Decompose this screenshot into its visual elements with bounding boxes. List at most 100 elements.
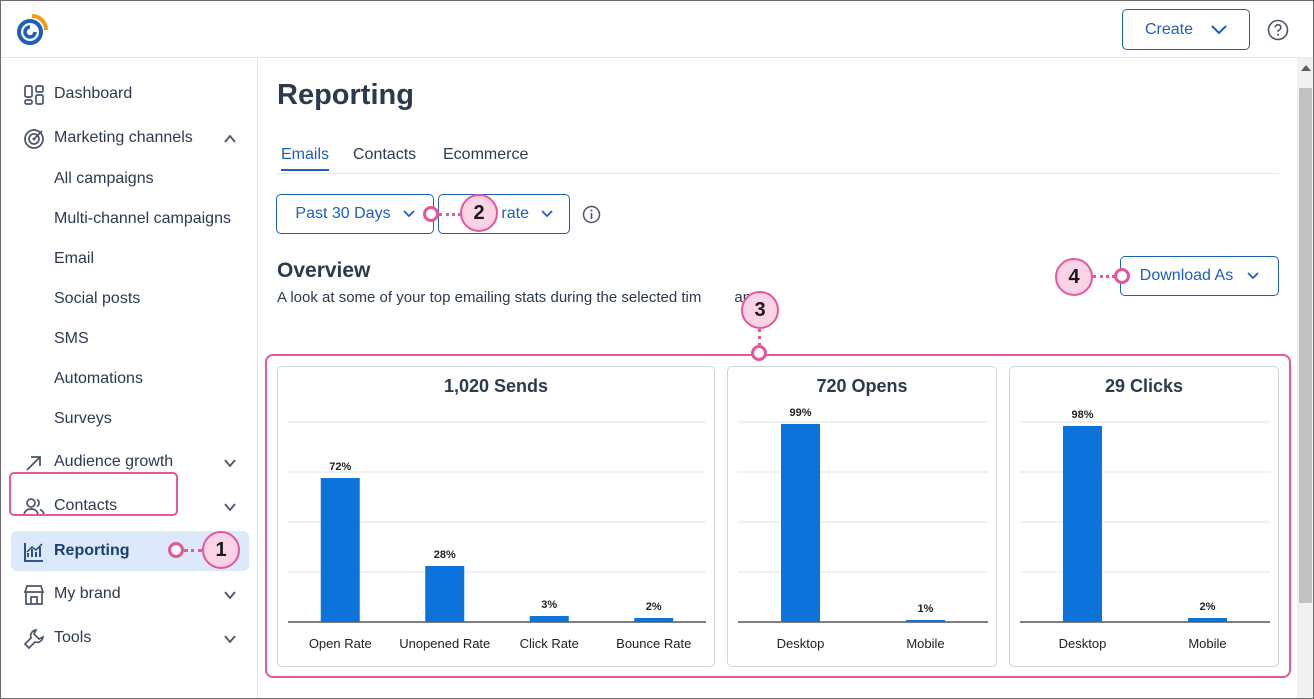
create-button-label: Create (1144, 20, 1194, 38)
chevron-down-icon (224, 591, 236, 600)
tab-contacts[interactable]: Contacts (353, 146, 417, 163)
info-icon[interactable] (582, 205, 601, 224)
category-label: Mobile (1188, 636, 1226, 651)
charts-highlight-outline (265, 354, 1291, 678)
data-label: 98% (1071, 409, 1093, 421)
callout-4-connector (1093, 275, 1115, 278)
bar-desktop[interactable] (781, 424, 820, 622)
tab-emails[interactable]: Emails (281, 146, 330, 171)
create-button[interactable]: Create (1122, 9, 1250, 50)
bar-open-rate[interactable] (320, 478, 360, 622)
download-as-label: Download As (1139, 267, 1234, 284)
sidebar-subitem-multi-channel[interactable]: Multi-channel campaigns (54, 210, 231, 227)
data-label: 99% (789, 407, 811, 419)
chevron-down-icon (224, 459, 236, 468)
sidebar-item-reporting[interactable]: Reporting (1, 531, 258, 571)
vertical-scrollbar[interactable] (1297, 58, 1313, 698)
chevron-down-icon (402, 210, 415, 218)
date-range-dropdown[interactable]: Past 30 Days (276, 194, 434, 234)
chevron-down-icon (1211, 24, 1227, 34)
wrench-icon (23, 628, 45, 650)
help-icon[interactable] (1267, 19, 1289, 41)
chart-title: 1,020 Sends (443, 376, 549, 396)
store-icon (23, 585, 45, 605)
callout-2-connector (439, 213, 461, 216)
sidebar-subitem-email[interactable]: Email (54, 250, 95, 267)
category-label: Desktop (777, 636, 825, 651)
report-tabs: Emails Contacts Ecommerce (277, 144, 1279, 174)
data-label: 28% (434, 549, 456, 561)
bar-bounce-rate[interactable] (634, 618, 674, 622)
sidebar-item-label: Tools (54, 629, 92, 646)
brand-logo-icon[interactable] (15, 13, 49, 47)
chart-icon (24, 543, 43, 562)
chevron-down-icon (224, 635, 236, 644)
date-range-value: Past 30 Days (295, 205, 391, 222)
sidebar-item-label: Contacts (54, 497, 118, 514)
bar-click-rate[interactable] (529, 616, 569, 622)
clicks-bar-chart: 98% Desktop 2% Mobile (1020, 409, 1270, 651)
chevron-down-icon (224, 503, 236, 512)
scrollbar-thumb[interactable] (1299, 88, 1312, 603)
data-label: 2% (646, 601, 662, 613)
bar-desktop[interactable] (1063, 426, 1102, 622)
callout-badge-2: 2 (460, 194, 498, 232)
chart-card-sends: 1,020 Sends 72% Open Rate 28% Unopened Rate… (277, 366, 715, 667)
callout-2-anchor (423, 206, 439, 222)
sidebar-item-audience-growth[interactable]: Audience growth (1, 442, 258, 482)
data-label: 1% (918, 603, 934, 615)
callout-badge-4: 4 (1055, 258, 1093, 296)
overview-subtitle: A look at some of your top emailing stat… (277, 289, 772, 306)
sidebar-item-marketing-channels[interactable]: Marketing channels (1, 118, 258, 158)
tab-ecommerce[interactable]: Ecommerce (443, 146, 529, 163)
callout-badge-3: 3 (741, 291, 779, 329)
sidebar-subitem-automations[interactable]: Automations (54, 370, 143, 387)
chart-title: 29 Clicks (1104, 376, 1184, 396)
sidebar: Dashboard Marketing channels All campaig… (1, 58, 258, 698)
sidebar-subitem-all-campaigns[interactable]: All campaigns (54, 170, 154, 187)
callout-1-connector (184, 549, 202, 552)
bar-unopened-rate[interactable] (425, 566, 465, 622)
data-label: 2% (1200, 601, 1216, 613)
overview-title: Overview (277, 259, 371, 282)
sidebar-subitem-sms[interactable]: SMS (54, 330, 89, 347)
callout-1-anchor (168, 542, 184, 558)
sidebar-item-my-brand[interactable]: My brand (1, 574, 258, 614)
reporting-highlight-outline (9, 472, 178, 516)
category-label: Click Rate (520, 636, 579, 651)
rate-dropdown-value: rate (501, 205, 529, 222)
category-label: Unopened Rate (399, 636, 490, 651)
sidebar-item-label: Dashboard (54, 85, 133, 102)
callout-3-anchor (751, 345, 767, 361)
chevron-down-icon (1247, 272, 1259, 280)
sidebar-item-tools[interactable]: Tools (1, 618, 258, 658)
dashboard-icon (24, 85, 44, 105)
sidebar-subitem-surveys[interactable]: Surveys (54, 410, 112, 427)
chart-card-clicks: 29 Clicks 98% Desktop 2% Mobile (1009, 366, 1279, 667)
category-label: Mobile (906, 636, 944, 651)
download-as-button[interactable]: Download As (1120, 256, 1279, 296)
sidebar-item-label: Reporting (54, 542, 130, 559)
rate-dropdown[interactable]: rate (438, 194, 570, 234)
callout-badge-1: 1 (202, 531, 240, 569)
sidebar-item-label: Marketing channels (54, 129, 193, 146)
chevron-down-icon (541, 210, 553, 218)
callout-4-anchor (1114, 268, 1130, 284)
main-content: Reporting Emails Contacts Ecommerce Past… (259, 58, 1299, 698)
chevron-up-icon (224, 134, 236, 143)
target-icon (24, 129, 44, 149)
overview-subtitle-start: A look at some of your top emailing stat… (277, 289, 702, 306)
scroll-up-arrow-icon[interactable] (1301, 65, 1311, 71)
callout-3-connector (758, 329, 761, 346)
bar-mobile[interactable] (1188, 618, 1227, 622)
top-bar: Create (1, 1, 1313, 58)
arrow-up-right-icon (26, 456, 41, 471)
sidebar-item-dashboard[interactable]: Dashboard (1, 74, 258, 114)
sidebar-item-label: My brand (54, 585, 121, 602)
opens-bar-chart: 99% Desktop 1% Mobile (738, 407, 988, 651)
sidebar-item-label: Audience growth (54, 453, 174, 470)
sidebar-subitem-social-posts[interactable]: Social posts (54, 290, 141, 307)
bar-mobile[interactable] (906, 620, 945, 622)
chart-card-opens: 720 Opens 99% Desktop 1% Mobile (727, 366, 997, 667)
